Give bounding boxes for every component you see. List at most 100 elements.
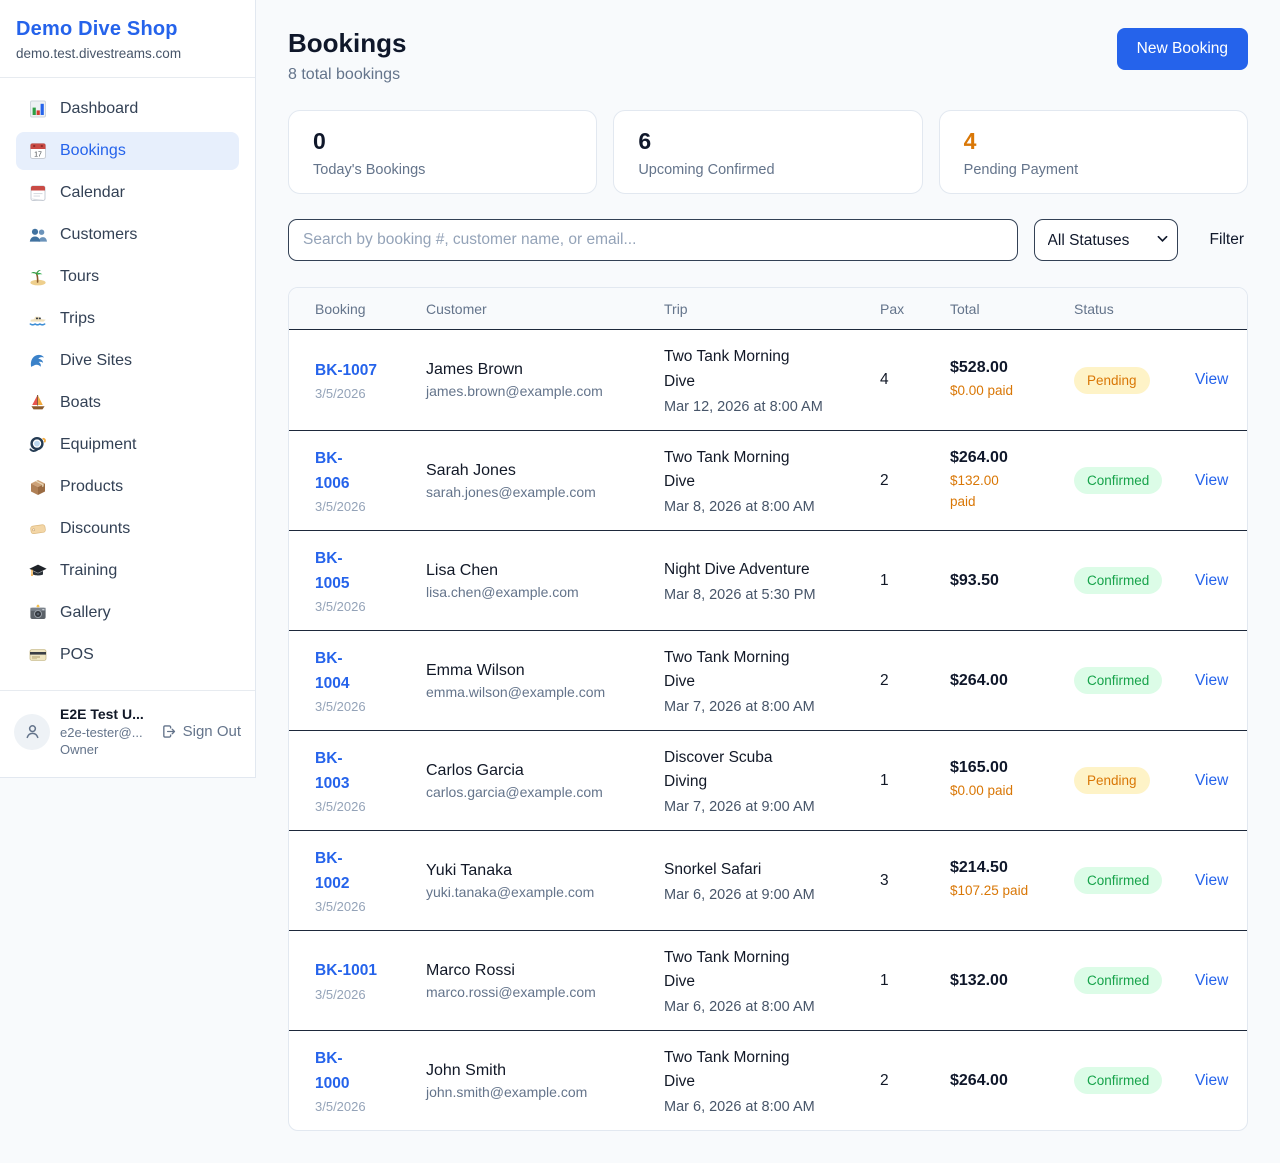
- trip-name: Two Tank Morning Dive: [664, 448, 790, 490]
- sidebar-item-pos[interactable]: POS: [16, 636, 239, 674]
- total-cell: $264.00: [950, 1072, 1074, 1090]
- trip-cell: Two Tank Morning Dive Mar 6, 2026 at 8:00…: [664, 946, 880, 1015]
- paid-amount: $107.25 paid: [950, 883, 1029, 899]
- pax-count: 4: [880, 371, 889, 388]
- trip-datetime: Mar 6, 2026 at 9:00 AM: [664, 887, 815, 903]
- sidebar-item-boats[interactable]: Boats: [16, 384, 239, 422]
- table-row: BK- 1000 3/5/2026 John Smith john.smith@exa…: [289, 1030, 1247, 1130]
- search-input[interactable]: [288, 219, 1018, 261]
- page-header-text: Bookings 8 total bookings: [288, 28, 406, 84]
- customer-email: john.smith@example.com: [426, 1083, 588, 1100]
- sidebar-item-label: Boats: [60, 394, 101, 411]
- column-header-booking: Booking: [315, 300, 366, 317]
- view-link[interactable]: View: [1195, 571, 1229, 589]
- package-icon: [28, 477, 48, 497]
- customer-cell: Carlos Garcia carlos.garcia@example.com: [426, 762, 664, 800]
- booking-id-link[interactable]: BK- 1000: [315, 1050, 350, 1092]
- stat-card-pending-payment: 4 Pending Payment: [938, 110, 1248, 194]
- view-cell: View: [1195, 972, 1242, 990]
- booking-id-link[interactable]: BK- 1002: [315, 850, 350, 892]
- booking-id-link[interactable]: BK- 1004: [315, 650, 350, 692]
- sidebar-item-label: Discounts: [60, 520, 131, 537]
- sidebar-item-equipment[interactable]: Equipment: [16, 426, 239, 464]
- booking-date: 3/5/2026: [315, 698, 366, 714]
- table-row: BK- 1003 3/5/2026 Carlos Garcia carlos.garc…: [289, 730, 1247, 830]
- view-link[interactable]: View: [1195, 871, 1229, 889]
- view-cell: View: [1195, 572, 1242, 590]
- sidebar-item-products[interactable]: Products: [16, 468, 239, 506]
- trip-cell: Two Tank Morning Dive Mar 12, 2026 at 8:0…: [664, 345, 880, 414]
- customer-email: sarah.jones@example.com: [426, 483, 596, 500]
- customer-email: carlos.garcia@example.com: [426, 783, 603, 800]
- booking-id-link[interactable]: BK- 1006: [315, 450, 350, 492]
- sidebar-item-trips[interactable]: Trips: [16, 300, 239, 338]
- customer-name: Lisa Chen: [426, 561, 499, 579]
- column-header-trip: Trip: [664, 300, 688, 317]
- total-cell: $214.50 $107.25 paid: [950, 859, 1074, 901]
- customer-email: yuki.tanaka@example.com: [426, 883, 595, 900]
- sidebar-item-label: Gallery: [60, 604, 111, 621]
- pax-count: 1: [880, 971, 889, 989]
- table-row: BK- 1004 3/5/2026 Emma Wilson emma.wilson@e…: [289, 630, 1247, 730]
- table-row: BK- 1006 3/5/2026 Sarah Jones sarah.jones@e…: [289, 430, 1247, 530]
- trip-datetime: Mar 6, 2026 at 8:00 AM: [664, 1099, 815, 1116]
- trip-datetime: Mar 6, 2026 at 8:00 AM: [664, 999, 815, 1016]
- sidebar-item-gallery[interactable]: Gallery: [16, 594, 239, 632]
- new-booking-button[interactable]: New Booking: [1116, 28, 1248, 70]
- sidebar: Demo Dive Shop demo.test.divestreams.com…: [0, 0, 256, 778]
- table-header-row: Booking Customer Trip Pax Total Status: [289, 288, 1247, 330]
- booking-id-link[interactable]: BK-1001: [315, 962, 378, 980]
- customer-email: marco.rossi@example.com: [426, 983, 596, 1000]
- svg-text:17: 17: [34, 151, 42, 158]
- view-link[interactable]: View: [1195, 671, 1229, 689]
- sidebar-item-training[interactable]: Training: [16, 552, 239, 590]
- sidebar-item-dive-sites[interactable]: Dive Sites: [16, 342, 239, 380]
- view-cell: View: [1195, 1072, 1242, 1090]
- view-link[interactable]: View: [1195, 971, 1229, 989]
- avatar: [14, 713, 50, 750]
- trip-cell: Discover Scuba Diving Mar 7, 2026 at 9:00…: [664, 746, 880, 815]
- view-link[interactable]: View: [1195, 471, 1229, 489]
- customer-name: Yuki Tanaka: [426, 861, 512, 879]
- view-link[interactable]: View: [1195, 371, 1229, 388]
- sidebar-item-label: Trips: [60, 310, 95, 327]
- sidebar-item-dashboard[interactable]: Dashboard: [16, 90, 239, 128]
- booking-id-link[interactable]: BK- 1005: [315, 550, 350, 592]
- view-link[interactable]: View: [1195, 1071, 1229, 1089]
- booking-date: 3/5/2026: [315, 798, 366, 814]
- sidebar-item-customers[interactable]: Customers: [16, 216, 239, 254]
- credit-card-icon: [28, 645, 48, 665]
- sidebar-item-label: Dashboard: [60, 100, 139, 117]
- status-filter-select[interactable]: All Statuses: [1033, 219, 1178, 261]
- person-icon: [26, 725, 38, 739]
- total-amount: $165.00: [950, 759, 1008, 777]
- booking-id-link[interactable]: BK-1007: [315, 361, 378, 379]
- sidebar-item-label: Products: [60, 478, 124, 495]
- booking-id-link[interactable]: BK- 1003: [315, 750, 350, 792]
- sidebar-item-calendar[interactable]: Calendar: [16, 174, 239, 212]
- customer-cell: Emma Wilson emma.wilson@example.com: [426, 662, 664, 700]
- trip-datetime: Mar 7, 2026 at 8:00 AM: [664, 699, 815, 716]
- view-cell: View: [1195, 472, 1242, 490]
- customer-cell: Yuki Tanaka yuki.tanaka@example.com: [426, 862, 664, 900]
- sidebar-item-discounts[interactable]: Discounts: [16, 510, 239, 548]
- total-cell: $528.00 $0.00 paid: [950, 359, 1074, 401]
- sailboat-icon: [28, 393, 48, 413]
- view-link[interactable]: View: [1195, 771, 1229, 789]
- customer-name: James Brown: [426, 361, 523, 378]
- sidebar-item-tours[interactable]: Tours: [16, 258, 239, 296]
- customer-cell: John Smith john.smith@example.com: [426, 1062, 664, 1100]
- booking-date: 3/5/2026: [315, 498, 366, 514]
- camera-icon: [28, 603, 48, 623]
- page-header: Bookings 8 total bookings New Booking: [288, 28, 1248, 84]
- booking-cell: BK- 1002 3/5/2026: [315, 847, 426, 913]
- user-email: e2e-tester@...: [60, 724, 143, 740]
- sign-out-button[interactable]: Sign Out: [160, 723, 241, 740]
- filter-button[interactable]: Filter: [1209, 231, 1244, 248]
- total-amount: $264.00: [950, 671, 1008, 689]
- booking-cell: BK- 1005 3/5/2026: [315, 547, 426, 613]
- sidebar-item-bookings[interactable]: 17 Bookings: [16, 132, 239, 170]
- customer-name: Emma Wilson: [426, 661, 525, 679]
- customer-email: lisa.chen@example.com: [426, 583, 579, 600]
- stats-cards: 0 Today's Bookings 6 Upcoming Confirmed 4 Pen…: [288, 110, 1248, 194]
